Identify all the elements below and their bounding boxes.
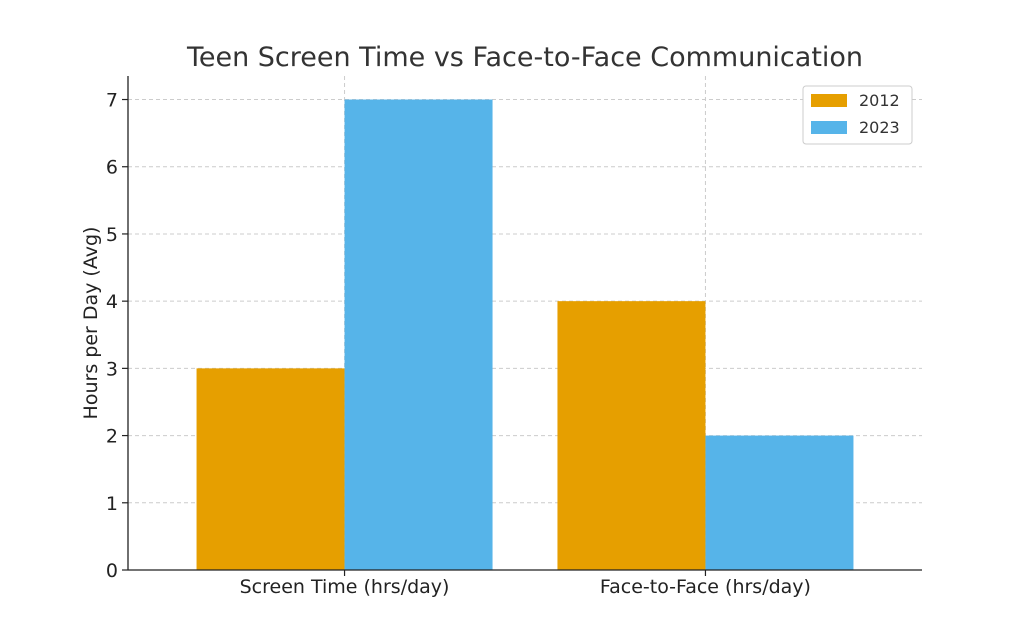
bar-2012-1 (557, 301, 706, 570)
chart-title: Teen Screen Time vs Face-to-Face Communi… (186, 42, 863, 73)
bar-2023-0 (344, 99, 493, 571)
y-tick-label: 3 (106, 358, 118, 380)
bar-2012-0 (196, 368, 345, 570)
y-tick-label: 1 (106, 493, 118, 515)
x-tick-label: Screen Time (hrs/day) (240, 576, 450, 598)
y-tick-label: 5 (106, 224, 118, 246)
bar-2023-1 (705, 435, 854, 570)
y-tick-label: 7 (106, 90, 118, 112)
y-ticks: 0 1 2 3 4 5 6 7 (106, 90, 128, 582)
legend-label-2023: 2023 (859, 118, 900, 137)
legend-swatch-2023 (811, 121, 847, 134)
legend-label-2012: 2012 (859, 91, 900, 110)
legend: 2012 2023 (802, 85, 913, 145)
y-tick-label: 0 (106, 560, 118, 582)
y-tick-label: 6 (106, 157, 118, 179)
x-ticks: Screen Time (hrs/day) Face-to-Face (hrs/d… (240, 570, 811, 598)
bars (196, 99, 854, 571)
y-tick-label: 2 (106, 426, 118, 448)
x-tick-label: Face-to-Face (hrs/day) (600, 576, 811, 598)
y-tick-label: 4 (106, 291, 118, 313)
axes (127, 76, 922, 571)
legend-swatch-2012 (811, 94, 847, 107)
legend-items: 2012 2023 (811, 91, 900, 137)
y-axis-label: Hours per Day (Avg) (80, 227, 102, 420)
